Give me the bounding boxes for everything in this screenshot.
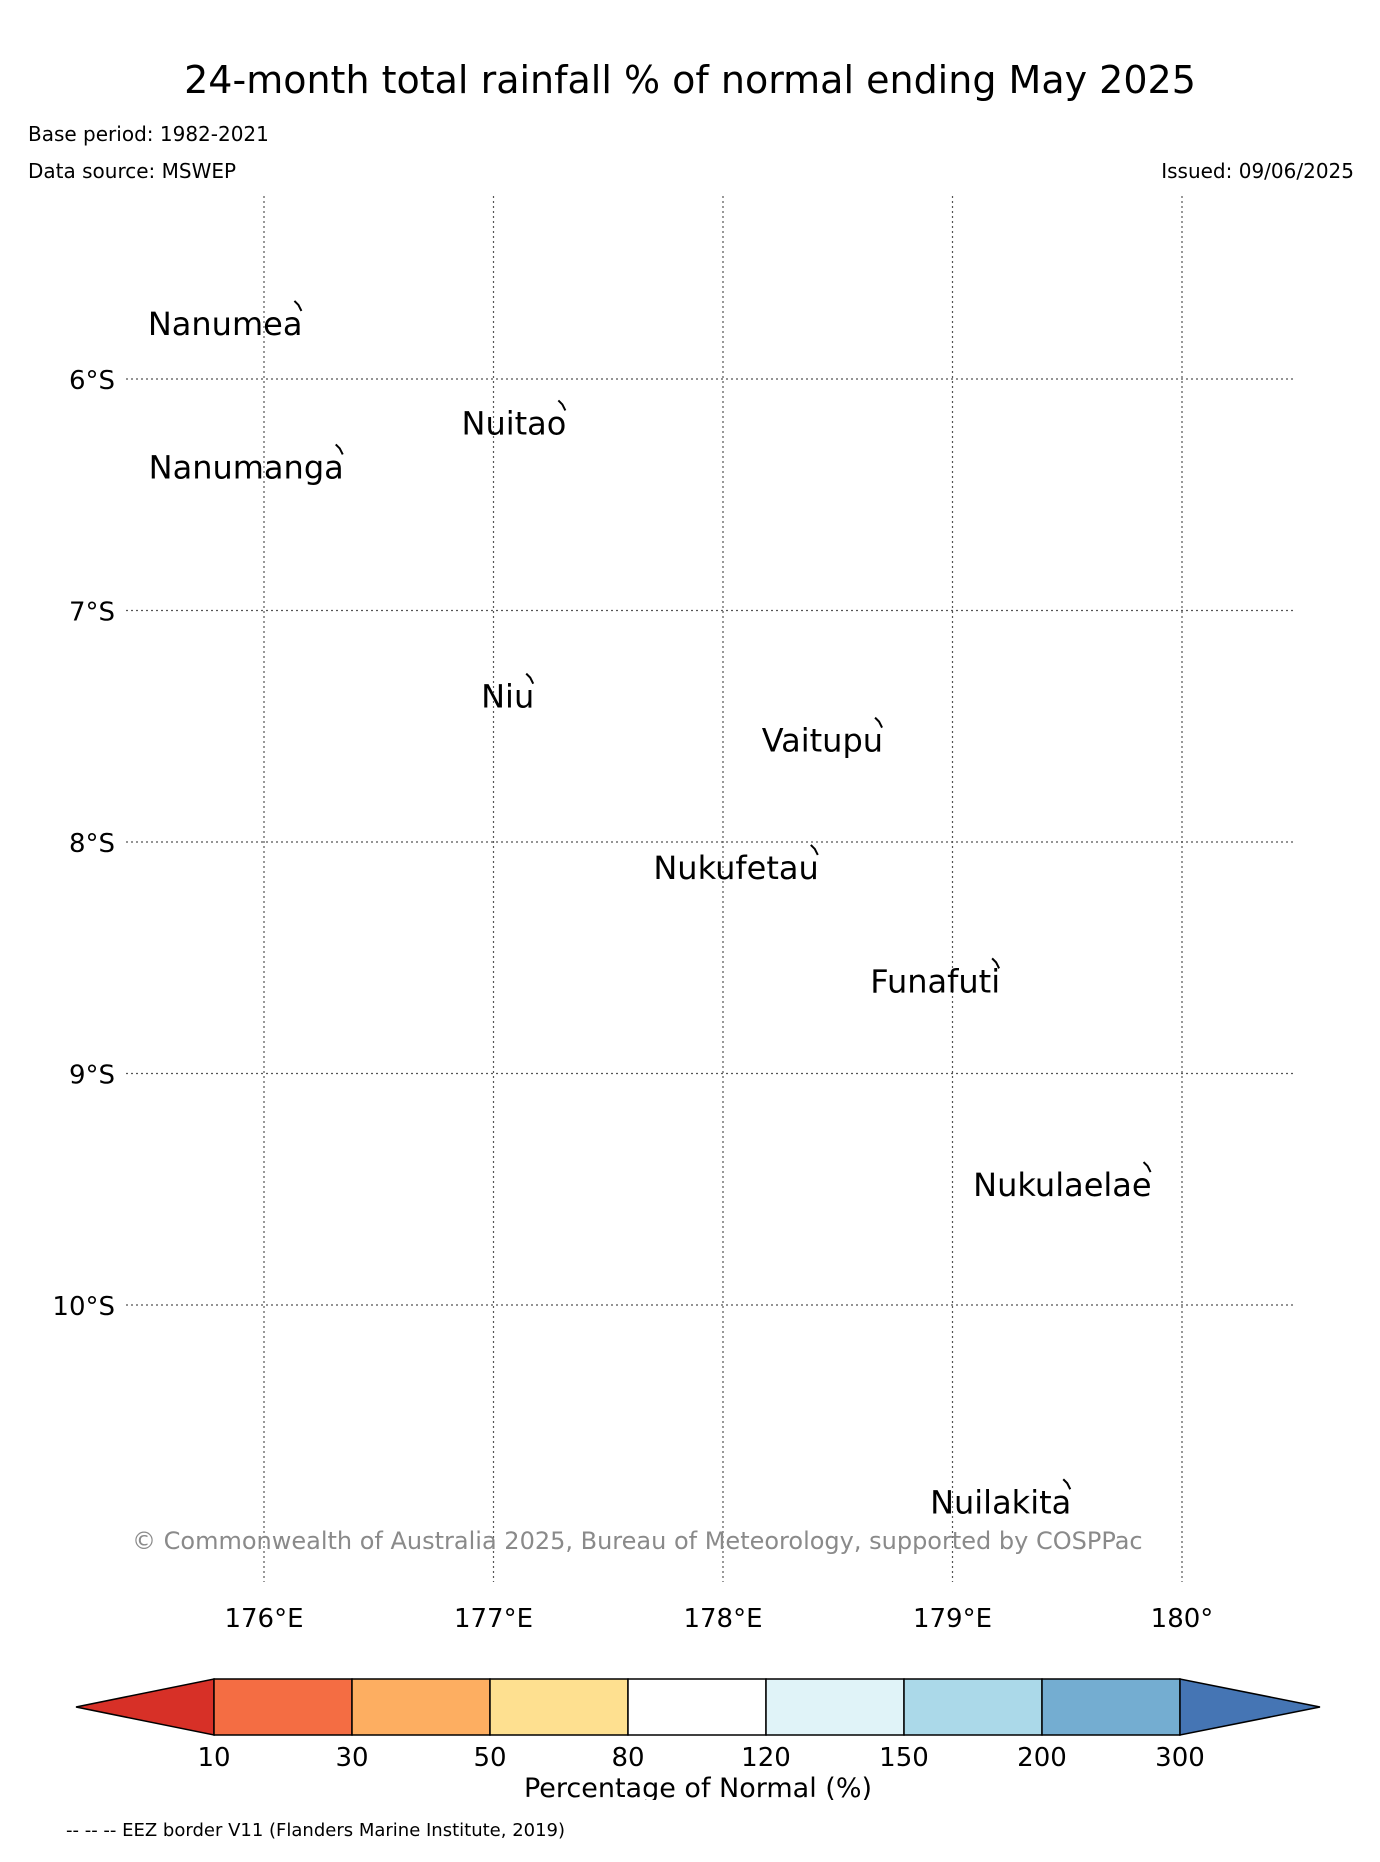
eez-border-note: -- -- -- EEZ border V11 (Flanders Marine… — [66, 1820, 566, 1841]
island-nukufetau: Nukufetau — [653, 844, 819, 887]
colorbar-tick-label: 10 — [197, 1743, 230, 1773]
colorbar-tick-label: 300 — [1155, 1743, 1205, 1773]
copyright-notice: © Commonwealth of Australia 2025, Bureau… — [132, 1527, 1143, 1555]
island-label: Vaitupu — [762, 722, 883, 760]
island-outline — [874, 716, 883, 729]
latitude-labels: 6°S 7°S 8°S 9°S 10°S — [52, 366, 115, 1322]
island-funafuti: Funafuti — [870, 957, 1000, 1000]
colorbar-title: Percentage of Normal (%) — [524, 1773, 872, 1800]
colorbar: 10 30 50 80 120 150 200 300 — [75, 1678, 1321, 1773]
islands: Nanumea Nuitao Nanumanga Niu Vaitupu Nukufeta… — [148, 300, 1152, 1521]
data-source: Data source: MSWEP — [28, 159, 237, 183]
island-label: Funafuti — [870, 962, 1000, 1000]
island-outline — [991, 957, 1000, 969]
colorbar-segment — [765, 1678, 905, 1736]
island-nuitao: Nuitao — [462, 399, 567, 442]
longitude-labels: 176°E 177°E 178°E 179°E 180° — [224, 1604, 1213, 1634]
colorbar-segment — [1041, 1678, 1181, 1736]
latitude-label: 9°S — [69, 1061, 115, 1091]
map-canvas: 6°S 7°S 8°S 9°S 10°S 176°E 177°E 178°E 179°E 180… — [52, 196, 1321, 1800]
colorbar-extend-high — [1179, 1678, 1321, 1736]
island-niu: Niu — [481, 672, 535, 716]
colorbar-tick-label: 50 — [473, 1743, 506, 1773]
island-label: Nukulaelae — [973, 1166, 1151, 1204]
colorbar-tick-label: 80 — [611, 1743, 644, 1773]
island-nukulaelae: Nukulaelae — [973, 1161, 1152, 1204]
island-label: Nanumanga — [149, 448, 344, 486]
island-label: Nanumea — [148, 305, 303, 343]
base-period: Base period: 1982-2021 — [28, 122, 269, 146]
island-label: Nuilakita — [930, 1483, 1071, 1521]
island-outline — [293, 300, 303, 312]
island-label: Nuitao — [462, 404, 567, 442]
latitude-label: 7°S — [69, 598, 115, 628]
colorbar-segment — [213, 1678, 353, 1736]
gridlines — [126, 196, 1294, 1582]
island-outline — [1062, 1478, 1072, 1490]
island-outline — [525, 672, 535, 685]
colorbar-extend-low — [75, 1678, 215, 1736]
latitude-label: 8°S — [69, 829, 115, 859]
colorbar-tick-label: 120 — [741, 1743, 791, 1773]
island-label: Niu — [481, 678, 534, 716]
colorbar-segment — [627, 1678, 767, 1736]
longitude-label: 179°E — [913, 1604, 992, 1634]
colorbar-segment — [903, 1678, 1043, 1736]
issued-date: Issued: 09/06/2025 — [1161, 159, 1354, 183]
longitude-label: 176°E — [224, 1604, 303, 1634]
island-outline — [557, 399, 567, 411]
island-outline — [1142, 1161, 1152, 1173]
longitude-label: 177°E — [454, 1604, 533, 1634]
island-label: Nukufetau — [653, 849, 818, 887]
island-nanumanga: Nanumanga — [149, 443, 344, 486]
island-vaitupu: Vaitupu — [762, 716, 883, 760]
colorbar-tick-label: 200 — [1017, 1743, 1067, 1773]
colorbar-segment — [489, 1678, 629, 1736]
latitude-label: 6°S — [69, 366, 115, 396]
longitude-label: 180° — [1151, 1604, 1214, 1634]
island-nanumea: Nanumea — [148, 300, 303, 343]
island-outline — [810, 844, 819, 856]
colorbar-segment — [351, 1678, 491, 1736]
colorbar-tick-label: 150 — [879, 1743, 929, 1773]
island-nuilakita: Nuilakita — [930, 1478, 1072, 1521]
island-outline — [335, 443, 344, 455]
longitude-label: 178°E — [683, 1604, 762, 1634]
colorbar-tick-label: 30 — [335, 1743, 368, 1773]
latitude-label: 10°S — [52, 1292, 115, 1322]
map-title: 24-month total rainfall % of normal endi… — [184, 58, 1196, 102]
